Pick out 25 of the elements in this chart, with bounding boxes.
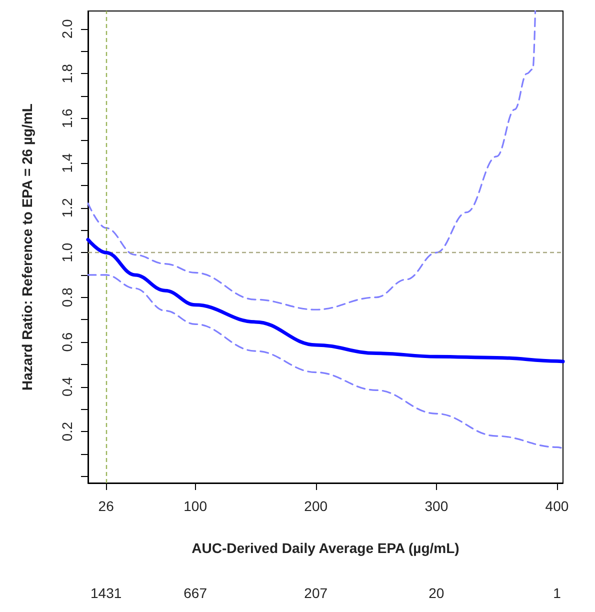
y-tick-label: 0.6 xyxy=(59,332,75,352)
text: 1431 xyxy=(90,585,122,601)
y-tick-label: 0.8 xyxy=(59,287,75,308)
y-tick-label: 1.0 xyxy=(59,242,75,262)
x-tick-label: 100 xyxy=(184,498,208,514)
y-tick-label: 1.6 xyxy=(59,108,75,128)
y-tick-label: 1.4 xyxy=(59,153,75,173)
x-tick-label: 400 xyxy=(545,498,569,514)
line-series xyxy=(86,238,565,364)
x-tick-label: 26 xyxy=(98,498,114,514)
y-axis-title: Hazard Ratio: Reference to EPA = 26 µg/mL xyxy=(19,103,35,390)
y-tick-label: 2.0 xyxy=(59,18,75,39)
y-tick-label: 1.8 xyxy=(59,64,75,84)
text: 667 xyxy=(184,585,208,601)
y-tick-label: 0.2 xyxy=(59,422,75,442)
x-tick-label: 200 xyxy=(304,498,328,514)
x-axis-title: AUC-Derived Daily Average EPA (µg/mL) xyxy=(192,540,460,556)
text: 20 xyxy=(428,585,444,601)
y-tick-label: 0.4 xyxy=(59,376,75,397)
line-series xyxy=(87,10,536,310)
line-series xyxy=(87,274,564,450)
text: 207 xyxy=(304,585,328,601)
text: 1 xyxy=(553,585,562,601)
y-tick-label: 1.2 xyxy=(59,198,75,218)
x-tick-label: 300 xyxy=(424,498,448,514)
